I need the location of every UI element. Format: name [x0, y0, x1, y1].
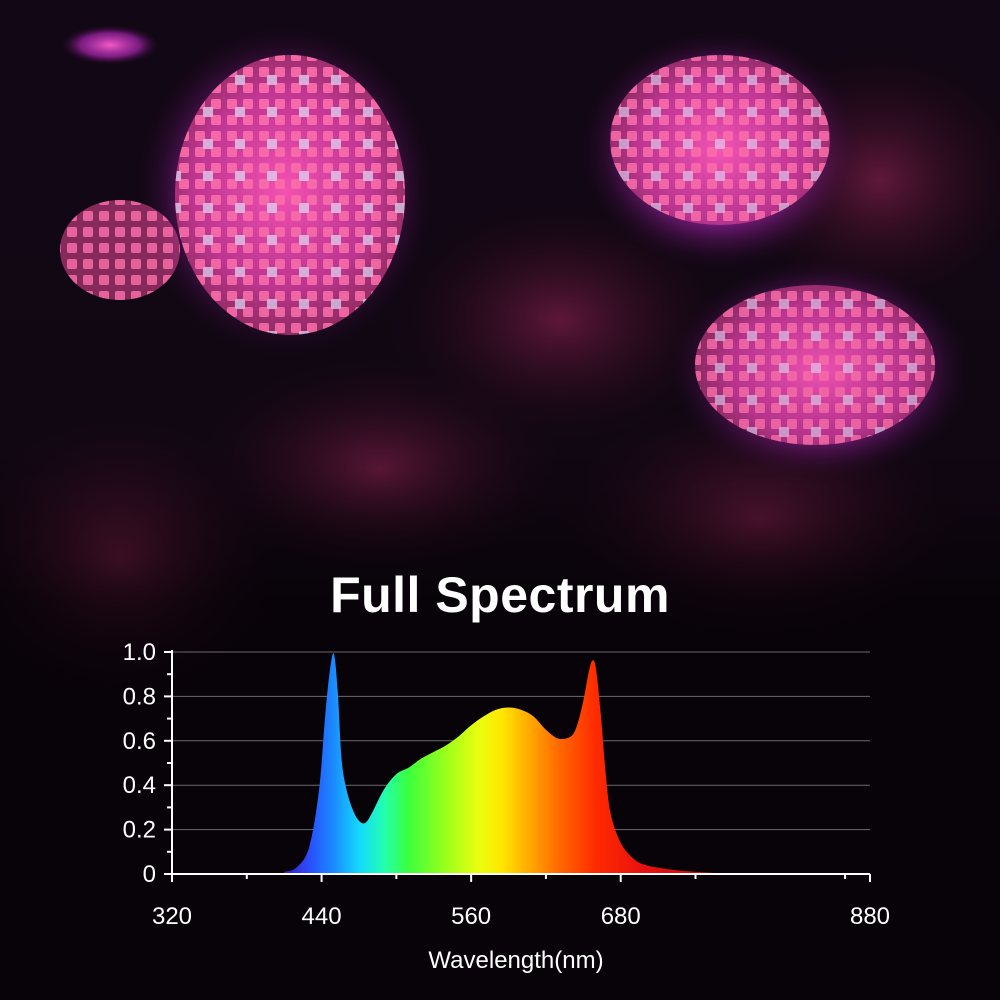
x-tick-label: 440 — [302, 903, 342, 930]
y-tick-label: 0.8 — [123, 683, 156, 710]
y-tick-label: 0 — [143, 861, 156, 888]
y-tick-label: 0.4 — [123, 772, 156, 799]
page-title: Full Spectrum — [330, 567, 670, 623]
y-tick-label: 1.0 — [123, 639, 156, 666]
spectrum-area — [284, 653, 733, 874]
x-tick-label: 680 — [601, 903, 641, 930]
y-tick-label: 0.6 — [123, 728, 156, 755]
spectrum-chart: 0 0.2 0.4 0.6 0.8 1.0 320 440 560 680 880 Wavelengt… — [123, 639, 890, 974]
x-axis-title: Wavelength(nm) — [428, 947, 603, 974]
y-tick-label: 0.2 — [123, 817, 156, 844]
x-tick-label: 320 — [152, 903, 192, 930]
x-tick-label: 880 — [850, 903, 890, 930]
x-tick-label: 560 — [451, 903, 491, 930]
